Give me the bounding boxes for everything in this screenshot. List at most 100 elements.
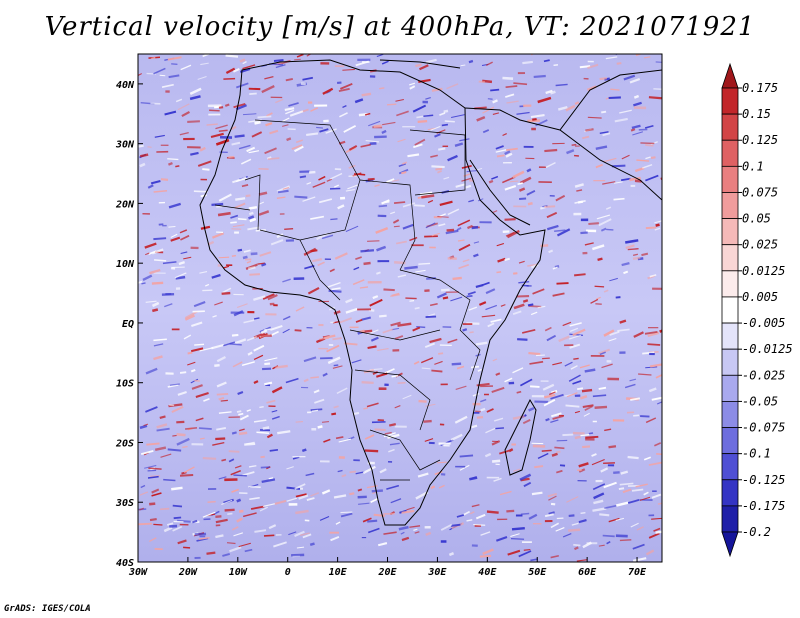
field-streak xyxy=(598,386,607,390)
field-streak xyxy=(476,415,484,419)
field-streak xyxy=(270,330,279,337)
field-streak xyxy=(238,509,244,513)
field-streak xyxy=(168,74,180,79)
lon-tick-label: 70E xyxy=(628,567,647,578)
field-streak xyxy=(648,532,660,539)
field-streak xyxy=(577,387,584,391)
field-streak xyxy=(260,466,270,469)
field-streak xyxy=(339,112,348,118)
field-streak xyxy=(215,124,228,130)
field-streak xyxy=(204,283,210,287)
field-streak xyxy=(359,329,365,333)
field-streak xyxy=(451,362,462,366)
field-streak xyxy=(569,327,579,332)
field-streak xyxy=(295,509,309,515)
field-streak xyxy=(544,205,556,208)
field-streak xyxy=(351,359,362,364)
field-streak xyxy=(588,432,594,435)
field-streak xyxy=(223,265,230,269)
field-streak xyxy=(562,433,574,437)
field-streak xyxy=(409,82,416,86)
field-streak xyxy=(275,98,284,104)
field-streak xyxy=(592,244,605,251)
field-streak xyxy=(214,363,220,367)
field-streak xyxy=(574,183,584,188)
field-streak xyxy=(253,380,259,385)
field-streak xyxy=(616,62,622,65)
field-streak xyxy=(621,154,630,160)
colorbar-label: -0.125 xyxy=(742,473,785,487)
field-streak xyxy=(246,260,252,264)
field-streak xyxy=(603,481,617,489)
field-streak xyxy=(590,298,599,304)
field-streak xyxy=(216,393,229,396)
field-streak xyxy=(384,431,392,435)
field-streak xyxy=(333,364,339,367)
field-streak xyxy=(603,329,615,337)
field-streak xyxy=(151,301,160,308)
field-streak xyxy=(602,132,611,137)
field-streak xyxy=(568,514,575,517)
field-streak xyxy=(284,107,295,111)
field-streak xyxy=(574,101,580,106)
field-streak xyxy=(533,74,546,79)
field-streak xyxy=(238,542,251,548)
field-streak xyxy=(167,383,179,388)
field-streak xyxy=(574,273,586,277)
field-streak xyxy=(415,63,422,68)
field-streak xyxy=(190,151,199,156)
field-streak xyxy=(355,256,362,261)
field-streak xyxy=(173,516,182,520)
field-streak xyxy=(310,215,325,220)
field-streak xyxy=(482,548,494,555)
field-streak xyxy=(145,406,158,413)
colorbar-swatch xyxy=(721,505,739,533)
field-streak xyxy=(394,405,401,409)
field-streak xyxy=(263,534,275,537)
field-streak xyxy=(477,368,482,372)
field-streak xyxy=(274,499,287,505)
field-streak xyxy=(568,528,581,532)
field-streak xyxy=(466,519,473,522)
field-streak xyxy=(485,288,496,295)
field-streak xyxy=(574,546,579,551)
field-streak xyxy=(338,317,352,324)
field-streak xyxy=(378,204,388,208)
field-streak xyxy=(496,154,505,158)
field-streak xyxy=(485,61,493,67)
field-streak xyxy=(502,76,514,80)
field-streak xyxy=(232,361,243,368)
field-streak xyxy=(546,334,557,342)
field-streak xyxy=(177,390,187,396)
field-streak xyxy=(391,374,399,378)
field-streak xyxy=(319,128,329,133)
field-streak xyxy=(434,470,443,476)
field-streak xyxy=(253,295,266,301)
field-streak xyxy=(428,313,436,317)
colorbar-label: -0.025 xyxy=(742,368,785,382)
field-streak xyxy=(333,184,340,188)
field-streak xyxy=(550,412,562,418)
field-streak xyxy=(519,176,532,185)
mediterranean-coast xyxy=(379,59,461,69)
field-streak xyxy=(601,110,607,114)
field-streak xyxy=(242,64,256,70)
field-streak xyxy=(147,475,159,479)
field-streak xyxy=(151,56,156,60)
field-streak xyxy=(261,85,275,94)
field-streak xyxy=(269,129,279,135)
field-streak xyxy=(138,144,144,148)
field-streak xyxy=(544,393,556,399)
field-streak xyxy=(455,385,467,390)
field-streak xyxy=(271,409,278,413)
field-streak xyxy=(364,434,375,440)
field-streak xyxy=(482,129,490,134)
field-streak xyxy=(569,334,582,340)
field-streak xyxy=(622,488,632,494)
field-streak xyxy=(522,60,533,65)
field-streak xyxy=(368,120,381,127)
field-streak xyxy=(243,319,255,324)
field-streak xyxy=(232,224,245,228)
field-streak xyxy=(227,512,233,516)
